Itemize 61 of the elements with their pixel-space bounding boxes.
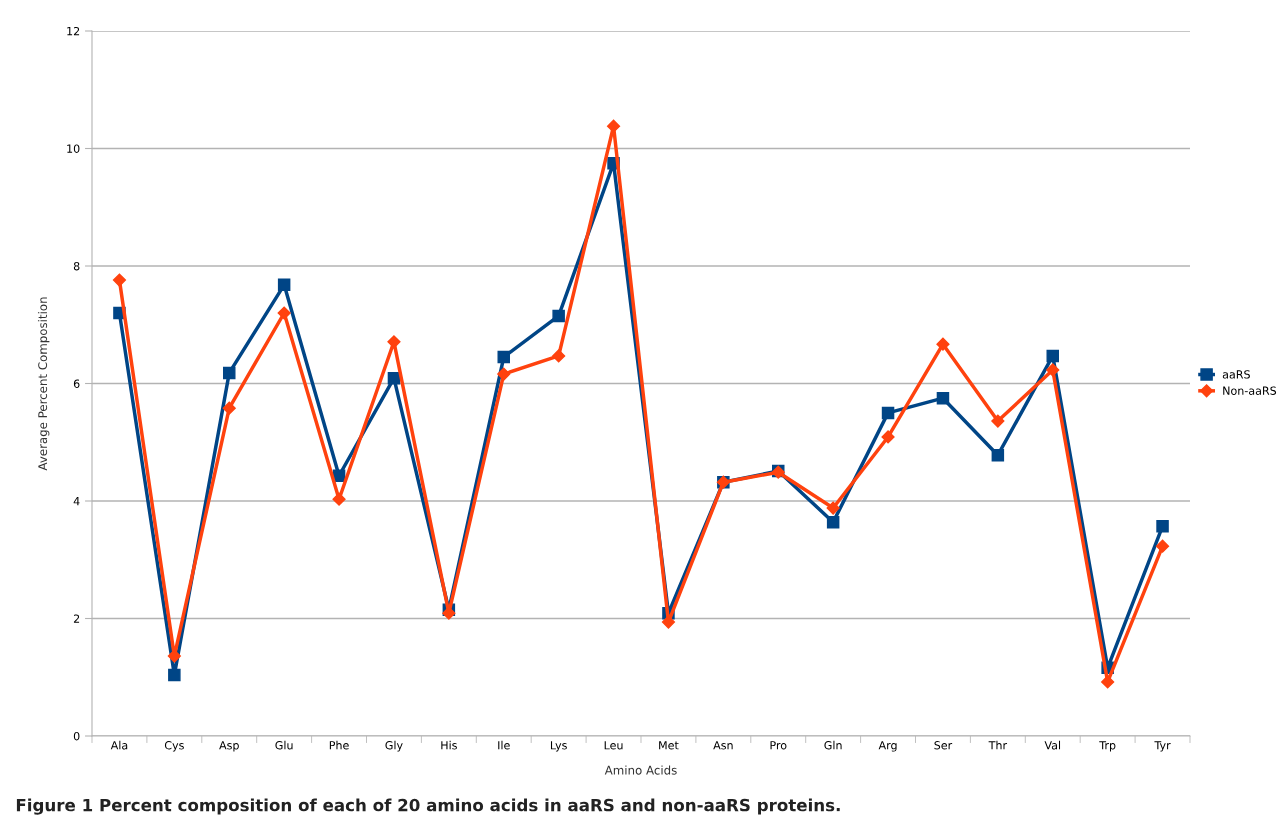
y-tick-label: 10: [67, 144, 80, 153]
point: [881, 430, 895, 444]
point: [1046, 349, 1060, 363]
point: [881, 406, 895, 420]
point: [826, 501, 840, 515]
x-tick-label: Gly: [385, 740, 403, 752]
x-tick-label: Trp: [1099, 741, 1116, 752]
point: [387, 335, 401, 349]
point: [497, 350, 511, 364]
x-tick-label: Lys: [550, 741, 567, 752]
point: [936, 391, 950, 405]
x-axis-title: Amino Acids: [604, 765, 677, 775]
point: [991, 414, 1005, 428]
x-tick-label: Pro: [770, 741, 787, 750]
y-tick-label: 4: [73, 497, 80, 506]
point: [991, 448, 1005, 462]
point: [1046, 363, 1060, 377]
point: [497, 367, 511, 381]
x-tick-label: Gln: [824, 740, 842, 750]
point: [332, 492, 346, 506]
point: [1155, 539, 1170, 553]
x-tick-label: Thr: [988, 740, 1008, 750]
x-tick-label: Ser: [934, 741, 953, 750]
y-tick-label: 6: [73, 379, 80, 388]
point: [1156, 520, 1169, 533]
x-tick-label: Arg: [878, 741, 897, 752]
x-tick-label: Glu: [275, 740, 293, 750]
y-axis-title: Average Percent Composition: [37, 297, 50, 471]
x-tick-label: Cys: [164, 741, 184, 752]
x-tick-label: Asp: [219, 741, 239, 752]
point: [222, 401, 236, 415]
point: [1101, 675, 1115, 689]
x-tick-label: His: [441, 740, 457, 750]
y-tick-label: 0: [73, 731, 80, 741]
point: [277, 306, 291, 320]
x-tick-label: Asn: [713, 741, 733, 750]
y-tick-label: 2: [73, 614, 80, 623]
point: [661, 615, 676, 629]
x-tick-label: Tyr: [1154, 741, 1171, 752]
point: [277, 278, 291, 292]
point: [552, 309, 565, 323]
x-tick-label: Ala: [110, 740, 128, 750]
y-tick-label: 12: [67, 26, 80, 36]
point: [606, 119, 621, 133]
point: [222, 366, 236, 380]
point: [442, 606, 456, 620]
x-tick-label: Val: [1044, 740, 1061, 750]
point: [826, 515, 840, 529]
y-tick-label: 8: [73, 261, 80, 271]
point: [168, 668, 181, 682]
legend-label: Non-aaRS: [1223, 386, 1277, 395]
point: [167, 649, 181, 663]
caption: Figure 1 Percent composition of each of 20 amino acids in aaRS and non-aaRS proteins.: [16, 798, 840, 815]
point: [112, 273, 127, 287]
point: [936, 337, 950, 351]
x-tick-label: Leu: [604, 741, 623, 750]
x-tick-label: Met: [659, 741, 679, 750]
point: [552, 349, 566, 363]
legend-label: aaRS: [1222, 370, 1250, 379]
x-tick-label: Ile: [498, 740, 510, 750]
x-tick-label: Phe: [329, 740, 349, 750]
